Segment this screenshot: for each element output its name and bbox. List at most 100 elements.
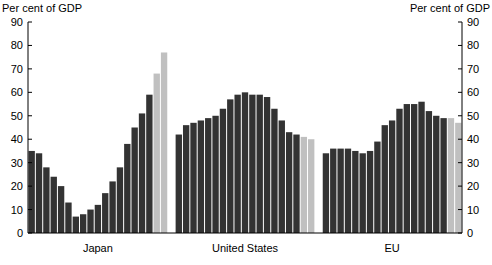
bar [176,135,182,233]
tick-label-left: 70 [11,63,23,75]
bar [117,167,123,233]
bar [227,99,233,233]
bar [411,104,417,233]
category-label: EU [384,242,399,254]
bar [264,97,270,233]
tick-label-right: 60 [467,86,479,98]
tick-right [458,92,462,93]
tick-left [28,68,32,69]
bar [234,95,240,233]
bar [212,116,218,233]
bar [455,123,461,233]
bar [220,109,226,233]
y-axis-title-right: Per cent of GDP [410,2,490,14]
tick-label-left: 10 [11,204,23,216]
tick-right [458,68,462,69]
tick-label-right: 90 [467,16,479,28]
tick-right [458,162,462,163]
bar [352,151,358,233]
tick-label-right: 10 [467,204,479,216]
bar [360,153,366,233]
bar [330,149,336,233]
bar [374,142,380,233]
y-axis-left [28,22,29,233]
tick-left [28,92,32,93]
tick-right [458,139,462,140]
tick-left [28,115,32,116]
bar [279,120,285,233]
tick-right [458,186,462,187]
bar [205,118,211,233]
tick-right [458,45,462,46]
bar [190,123,196,233]
tick-label-right: 20 [467,180,479,192]
tick-right [458,115,462,116]
y-axis-title-left: Per cent of GDP [2,2,82,14]
bar [43,167,49,233]
tick-left [28,209,32,210]
bar [198,120,204,233]
bar [131,128,137,234]
bars [29,52,462,233]
bar [404,104,410,233]
bar [433,116,439,233]
bar [337,149,343,233]
tick-label-left: 60 [11,86,23,98]
bar [183,125,189,233]
category-label: United States [212,242,279,254]
tick-label-left: 80 [11,39,23,51]
bar [51,177,57,233]
bar [154,74,160,233]
bar [271,109,277,233]
bar [286,132,292,233]
bar [102,193,108,233]
bar [65,203,71,233]
y-axis-right [462,22,463,233]
tick-label-left: 20 [11,180,23,192]
tick-label-right: 70 [467,63,479,75]
bar [146,95,152,233]
bar [396,109,402,233]
tick-right [458,22,462,23]
bar [124,144,130,233]
tick-left [28,186,32,187]
bar [418,102,424,233]
bar [367,151,373,233]
bar [29,151,35,233]
bar [323,153,329,233]
tick-label-right: 40 [467,133,479,145]
tick-label-left: 30 [11,157,23,169]
bar [257,95,263,233]
tick-label-right: 80 [467,39,479,51]
tick-left [28,233,32,234]
bar [301,137,307,233]
tick-left [28,162,32,163]
bar [389,120,395,233]
tick-right [458,209,462,210]
bar [293,135,299,233]
x-axis [28,233,462,234]
bar [87,210,93,233]
bar [249,95,255,233]
bar [242,92,248,233]
tick-label-right: 0 [467,227,473,239]
bar [448,118,454,233]
tick-left [28,45,32,46]
bar [36,153,42,233]
bar [161,52,167,233]
bar [139,113,145,233]
tick-left [28,22,32,23]
tick-left [28,139,32,140]
bar [308,139,314,233]
category-label: Japan [83,242,113,254]
bar [58,186,64,233]
tick-right [458,233,462,234]
bar [109,181,115,233]
tick-label-left: 40 [11,133,23,145]
tick-label-left: 50 [11,110,23,122]
tick-label-right: 30 [467,157,479,169]
bar [73,217,79,233]
tick-label-left: 0 [17,227,23,239]
bar [426,111,432,233]
bar [345,149,351,233]
